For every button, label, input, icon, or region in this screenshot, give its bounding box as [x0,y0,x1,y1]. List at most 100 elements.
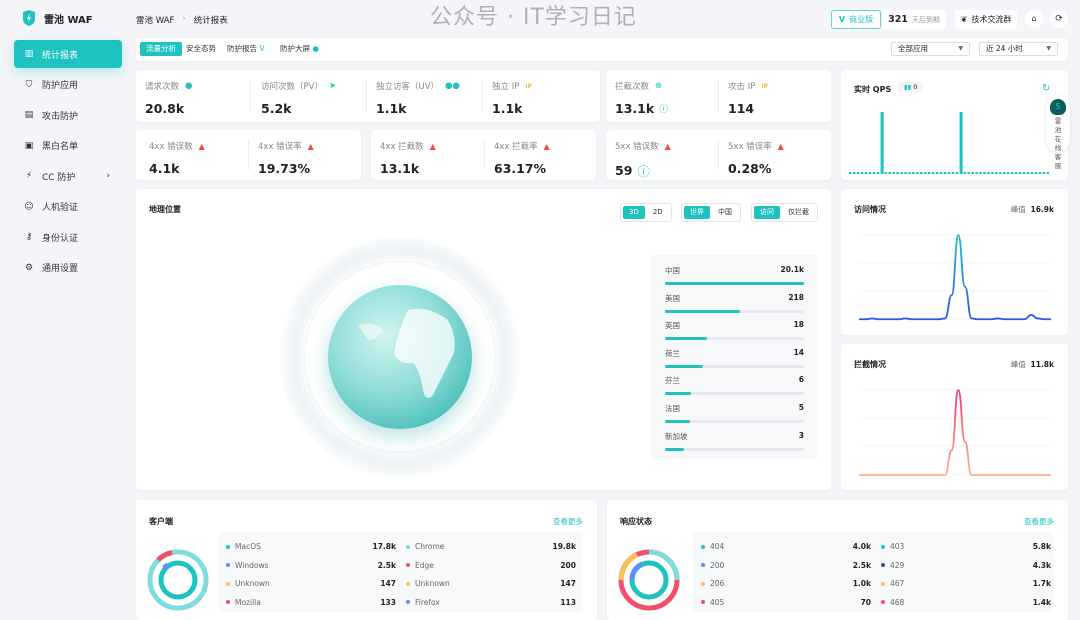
toggle-2d[interactable]: 2D [652,208,663,216]
legend-item: Chrome 19.8k [406,542,576,551]
legend-item: Firefox 113 [406,598,576,607]
qps-bar [1003,172,1006,174]
status-more-link[interactable]: 查看更多 [1024,517,1054,526]
country-value: 218 [788,292,804,302]
qps-bar [900,172,903,174]
qps-bar [951,172,955,174]
qps-bar [1007,172,1010,174]
geo-row: 芬兰 6 [665,375,804,403]
sidebar-item-6[interactable]: ⚷ 身份认证 [25,232,79,244]
sidebar-item-7[interactable]: ⚙ 通用设置 [24,262,79,275]
sidebar-item-1[interactable]: ⛉ 防护应用 [25,79,79,92]
qps-bar [995,172,998,174]
stat-ip: 独立 IP IP 1.1k [492,82,532,116]
geo-row: 荷兰 14 [665,348,804,376]
blocks-card: 拦截情况 峰值 11.8k [841,344,1068,490]
country-bar [665,364,804,368]
country-bar [665,309,804,313]
qps-bar [947,172,951,174]
visits-chart [859,234,1051,321]
stat-pv: 访问次数（PV） ➤ 5.2k [261,81,337,116]
clients-more-link[interactable]: 查看更多 [553,517,583,526]
group-button[interactable]: ❦ 技术交流群 [955,10,1017,29]
info-icon[interactable]: ⓘ [637,164,650,179]
qps-bar [955,172,959,174]
toggle-visit[interactable]: 访问 [754,206,780,219]
refresh-icon[interactable]: ↻ [1042,83,1051,94]
breadcrumb-home[interactable]: 雷池 WAF [136,16,175,26]
info-icon: ● [312,44,319,53]
tab-screen[interactable]: 防护大屏 ● [280,44,319,53]
status-legend: 404 4.0k 200 2.5k 206 1.0k 405 70 403 5.8k 429 4.3k… [693,532,1054,612]
visits-title: 访问情况 [854,205,886,214]
qps-bar [892,172,895,174]
tab-bar: 流量分析 安全态势 防护报告 V 防护大屏 ● 全部应用 ▼ 近 24 小时 ▼ [136,38,1068,61]
legend-item: MacOS 17.8k [226,542,396,551]
qps-bar [916,172,919,174]
qps-bar [880,112,884,174]
app-select[interactable]: 全部应用 ▼ [891,42,970,56]
country-bar [665,392,804,396]
country-value: 6 [798,375,804,385]
sidebar-item-2[interactable]: ▤ 攻击防护 [24,110,79,122]
qps-bar [1010,172,1014,174]
warning-icon: ▲ [543,141,550,151]
list-icon: ▣ [24,140,34,151]
info-icon[interactable]: ⓘ [659,105,669,115]
sidebar-item-5[interactable]: ☺ 人机验证 [24,201,79,214]
toggle-3d[interactable]: 3D [623,206,645,219]
sidebar-item-3[interactable]: ▣ 黑白名单 [24,140,79,153]
dimension-toggle: 3D 2D [620,203,672,222]
sidebar-item-0[interactable]: ▥ 统计报表 [14,40,122,68]
legend-item: 403 5.8k [881,542,1051,551]
geo-card: 地理位置 3D 2D 世界 中国 访问 仅拦截 中国 20.1k 美国 218 英国 18 荷兰 1… [136,189,831,490]
stat-attack-ip: 攻击 IP IP 114 [728,82,768,116]
country-bar [665,282,804,285]
edition-badge[interactable]: V 商业版 [831,10,881,29]
stat-5xx-errors: 5xx 错误数 ▲ 59 ⓘ [615,141,671,180]
country-value: 20.1k [780,265,805,274]
tab-traffic[interactable]: 流量分析 [140,42,182,56]
toggle-world[interactable]: 世界 [684,206,710,219]
tab-security[interactable]: 安全态势 [186,44,216,53]
legend-item: Mozilla 133 [226,598,396,607]
bar-chart-icon: ▥ [24,49,34,59]
toggle-china[interactable]: 中国 [718,208,732,216]
qps-title: 实时 QPS [854,85,892,94]
warning-icon: ▲ [777,141,784,151]
range-select[interactable]: 近 24 小时 ▼ [979,42,1058,56]
traffic-stats-card: 请求次数 ● 20.8k 访问次数（PV） ➤ 5.2k 独立访客（UV） ●● 1.1k … [136,70,600,122]
caret-down-icon: ▼ [958,45,963,52]
legend-dot [701,600,705,604]
logout-icon[interactable]: ⟳ [1050,10,1068,28]
legend-dot [406,544,410,549]
qps-bar [943,172,947,174]
qps-bar [1014,172,1018,174]
ip-icon: IP [761,82,768,90]
legend-dot [226,581,230,586]
online-support[interactable]: S 雷池在线客服 [1046,96,1070,170]
toggle-blocked-only[interactable]: 仅拦截 [788,208,809,216]
qps-bar [1046,172,1049,174]
series-line [859,389,1051,477]
sidebar-item-4[interactable]: ⚡ CC 防护 › [25,171,110,183]
shirt-icon[interactable]: ⌂ [1025,10,1043,28]
status-donut [618,549,680,611]
expiry: 321 天后到期 [882,10,946,29]
country-name: 新加坡 [665,431,688,441]
qps-bar [912,172,915,174]
country-value: 5 [798,403,804,412]
gear-icon: ⚙ [24,262,34,273]
4xx-block-card: 4xx 拦截数 ▲ 13.1k 4xx 拦截率 ▲ 63.17% [371,130,596,180]
qps-bar [856,172,860,174]
geo-row: 新加坡 3 [665,431,804,459]
qps-bar [904,172,907,174]
legend-dot [226,563,230,567]
blocks-title: 拦截情况 [854,360,886,369]
qps-bar [983,172,986,174]
tab-report[interactable]: 防护报告 V [227,44,265,53]
group-icon: ❦ [960,15,968,24]
globe[interactable] [280,237,520,477]
support-shield-icon: S [1050,99,1066,115]
qps-bar [908,172,911,174]
